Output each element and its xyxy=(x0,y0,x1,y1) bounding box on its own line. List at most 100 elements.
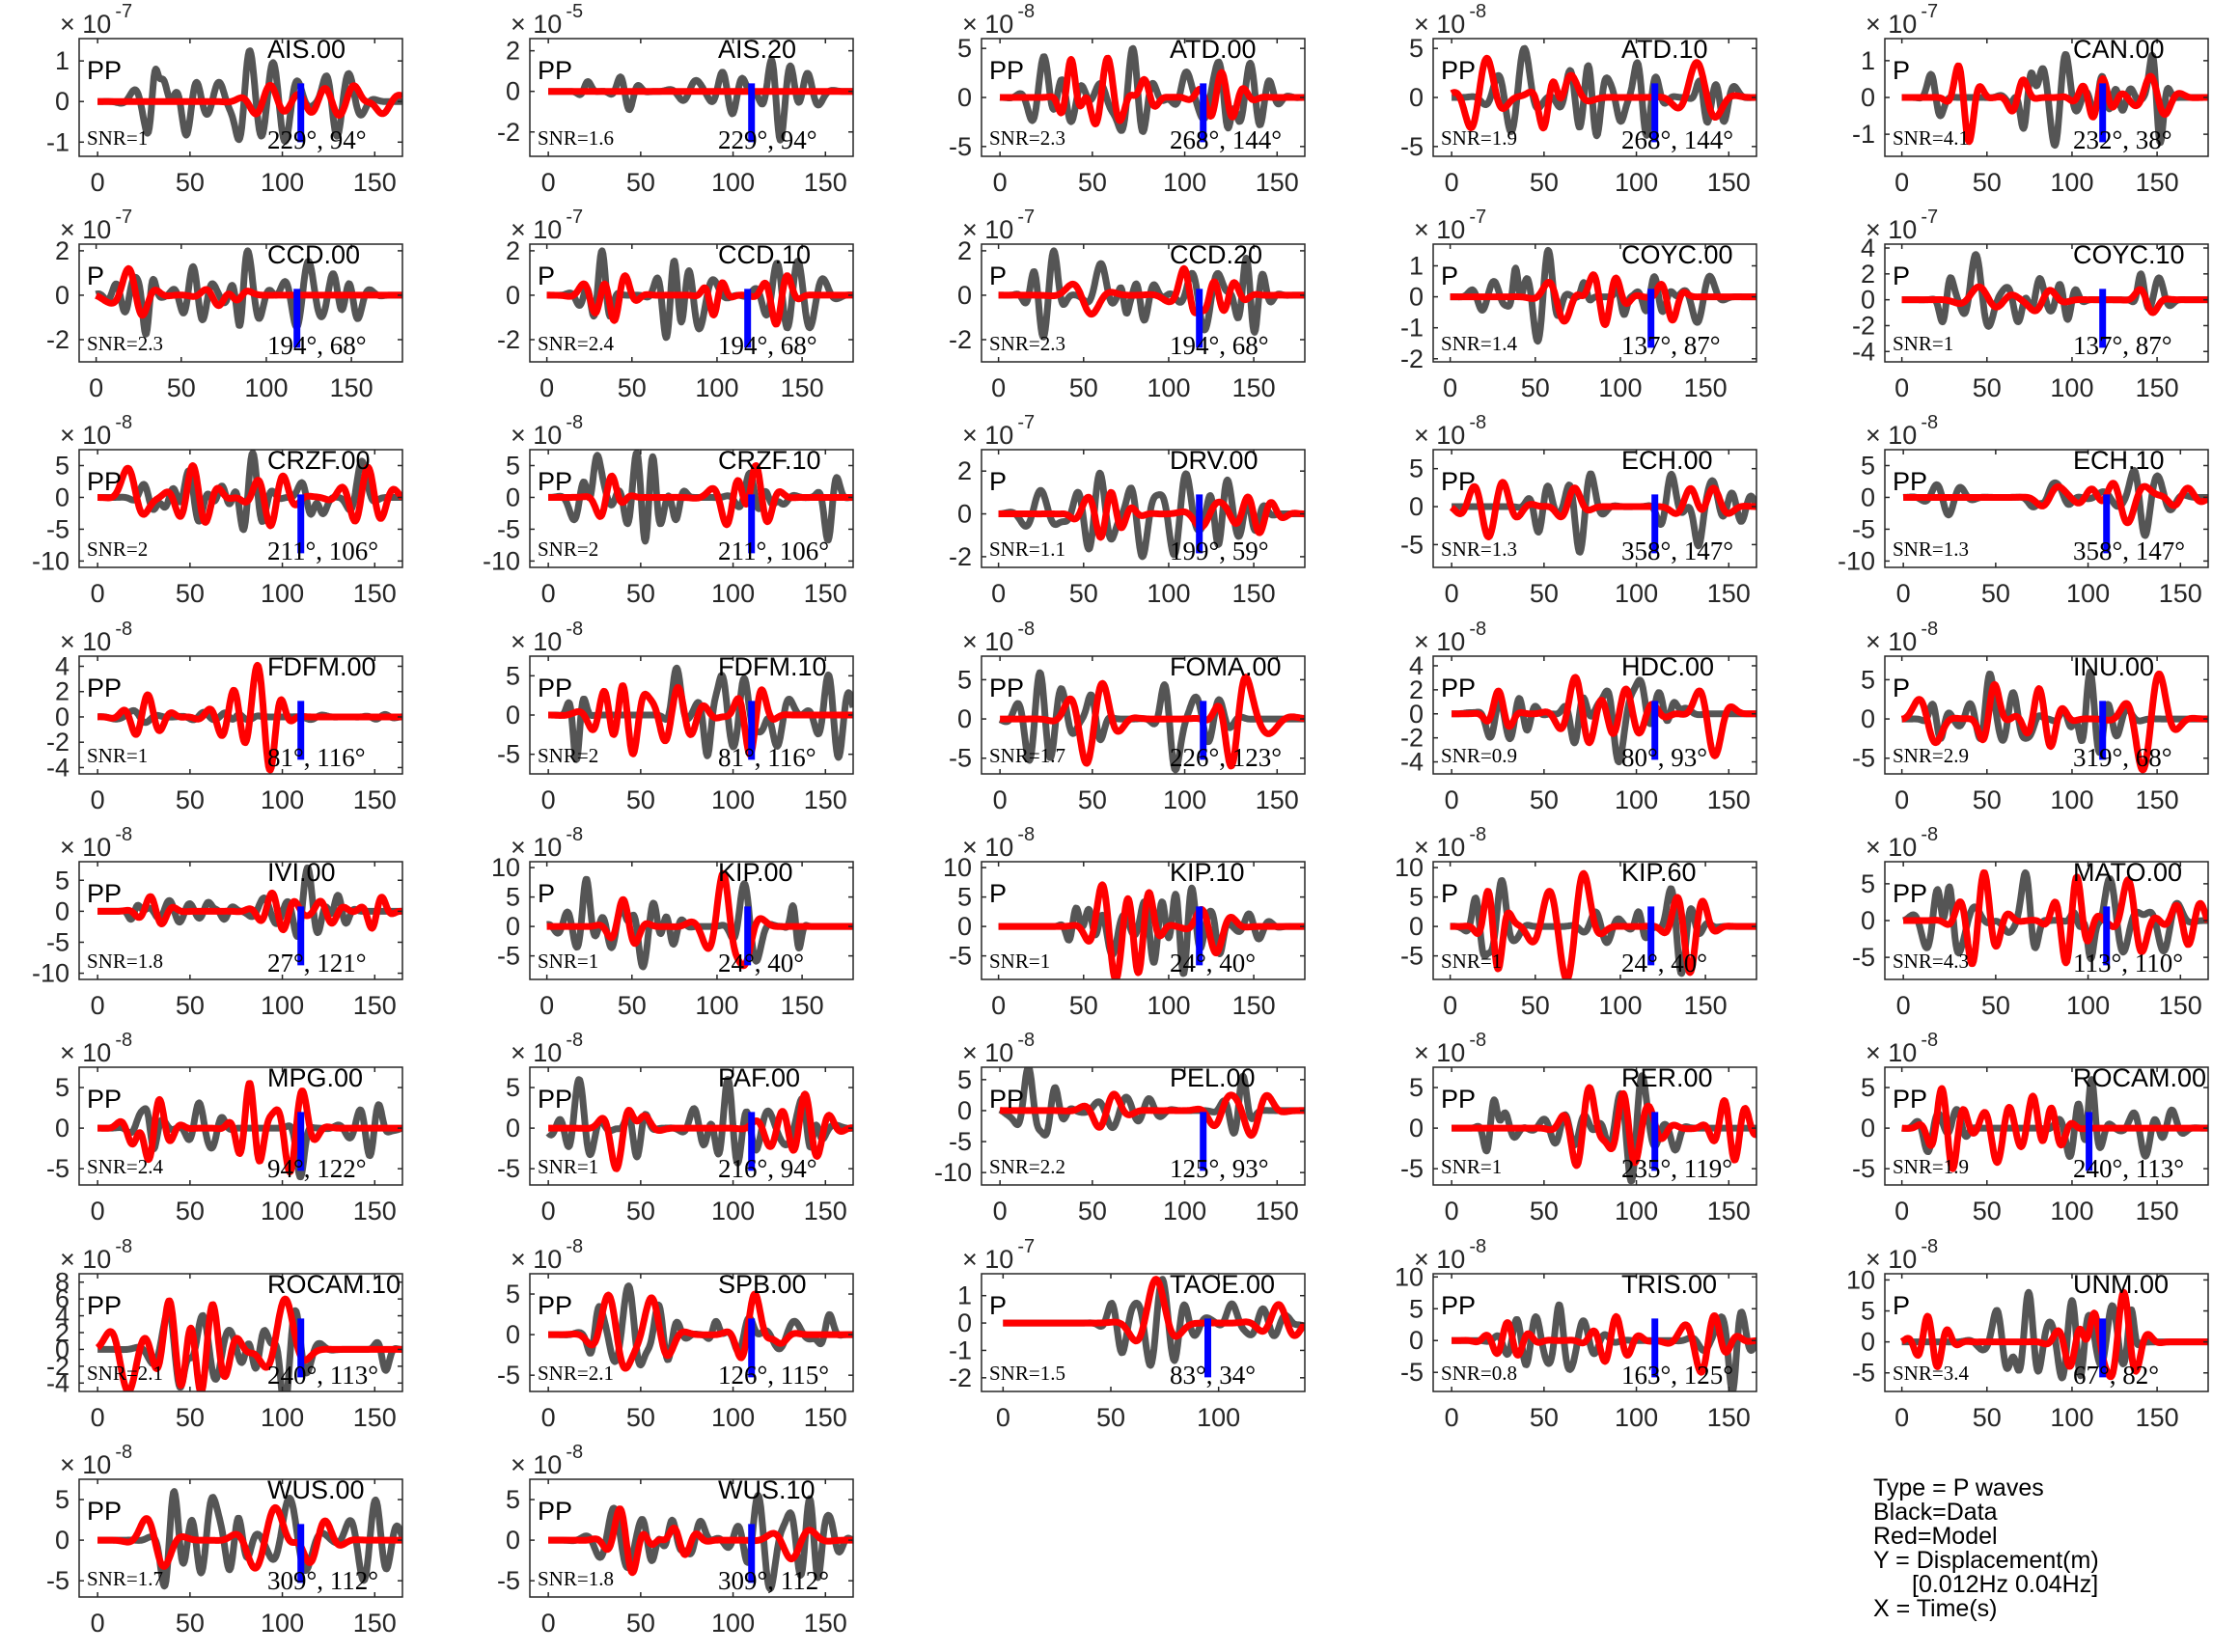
phase-label: PP xyxy=(1441,1085,1476,1114)
y-exponent-label: × 10 -8 xyxy=(1414,619,1486,656)
y-tick-label: -5 xyxy=(46,1566,69,1595)
azimuth-distance-label: 216°, 94° xyxy=(718,1154,817,1183)
snr-label: SNR=2 xyxy=(87,537,148,561)
station-label: TAOE.00 xyxy=(1170,1270,1275,1299)
x-tick-label: 150 xyxy=(2159,579,2202,608)
x-tick-label: 150 xyxy=(1256,785,1299,814)
x-tick-label: 50 xyxy=(1973,785,2002,814)
azimuth-distance-label: 226°, 123° xyxy=(1170,743,1282,772)
axes-box xyxy=(981,861,1306,980)
data-trace xyxy=(1900,868,2208,963)
station-label: CRZF.00 xyxy=(267,446,371,475)
phase-label: P xyxy=(989,879,1007,908)
model-trace xyxy=(1449,1312,1756,1376)
x-tick-label: 50 xyxy=(626,579,655,608)
y-tick-label: 4 xyxy=(1409,651,1424,680)
phase-label: PP xyxy=(1441,467,1476,496)
x-tick-label: 50 xyxy=(1078,785,1107,814)
azimuth-distance-label: 94°, 122° xyxy=(267,1154,367,1183)
snr-label: SNR=1.1 xyxy=(989,537,1065,561)
x-tick-label: 0 xyxy=(1894,1197,1909,1225)
y-tick-label: 0 xyxy=(1861,704,1875,733)
x-tick-label: 50 xyxy=(1069,991,1098,1020)
x-tick-label: 100 xyxy=(261,168,304,197)
x-tick-label: 150 xyxy=(804,579,847,608)
axes-box xyxy=(78,449,403,568)
x-tick-label: 100 xyxy=(2066,991,2110,1020)
data-trace xyxy=(1900,467,2208,539)
axes-box xyxy=(1432,1273,1757,1392)
snr-label: SNR=1 xyxy=(1441,1155,1502,1178)
y-tick-label: -10 xyxy=(1838,546,1875,575)
x-tick-label: 100 xyxy=(695,991,738,1020)
phase-label: PP xyxy=(1441,56,1476,85)
azimuth-distance-label: 126°, 115° xyxy=(718,1361,829,1390)
y-exponent-label: × 10 -8 xyxy=(1866,412,1938,450)
azimuth-distance-label: 309°, 112° xyxy=(718,1566,829,1595)
y-tick-label: 5 xyxy=(1409,454,1424,483)
x-tick-label: 100 xyxy=(261,1609,304,1638)
y-exponent-label: × 10 -8 xyxy=(60,1442,132,1479)
x-tick-label: 150 xyxy=(804,168,847,197)
y-tick-label: 0 xyxy=(1861,482,1875,511)
x-tick-label: 150 xyxy=(2159,991,2202,1020)
snr-label: SNR=2.4 xyxy=(538,332,614,355)
azimuth-distance-label: 81°, 116° xyxy=(718,743,816,772)
x-tick-label: 50 xyxy=(618,373,647,402)
legend-y-axis: Y = Displacement(m) xyxy=(1873,1547,2099,1574)
phase-label: PP xyxy=(989,56,1024,85)
snr-label: SNR=1 xyxy=(989,950,1050,973)
x-tick-label: 100 xyxy=(1598,373,1642,402)
y-tick-label: -2 xyxy=(46,728,69,757)
azimuth-distance-label: 235°, 119° xyxy=(1621,1154,1732,1183)
azimuth-distance-label: 137°, 87° xyxy=(2073,331,2172,360)
data-trace xyxy=(996,247,1305,341)
x-tick-label: 100 xyxy=(261,1197,304,1225)
subplot-ccd-00: -2 0 2 0 50 100 150 × 10 -7 P CCD.00 SNR=2.3 194°, 6… xyxy=(46,206,403,402)
station-label: ROCAM.00 xyxy=(2073,1063,2206,1092)
x-tick-label: 150 xyxy=(1684,991,1728,1020)
x-tick-label: 0 xyxy=(541,1609,556,1638)
x-tick-label: 0 xyxy=(539,991,554,1020)
x-tick-label: 100 xyxy=(2050,785,2093,814)
axes-box xyxy=(1884,449,2209,568)
azimuth-distance-label: 83°, 34° xyxy=(1170,1361,1256,1390)
station-label: AIS.00 xyxy=(267,35,346,64)
y-exponent-label: × 10 -8 xyxy=(1414,1,1486,39)
station-label: CCD.00 xyxy=(267,240,360,269)
y-tick-label: -10 xyxy=(32,546,69,575)
azimuth-distance-label: 194°, 68° xyxy=(1170,331,1269,360)
axes-box xyxy=(1432,1066,1757,1186)
station-label: ATD.00 xyxy=(1170,35,1257,64)
station-label: INU.00 xyxy=(2073,652,2154,681)
snr-label: SNR=0.9 xyxy=(1441,744,1517,767)
legend-type: Type = P waves xyxy=(1873,1474,2044,1501)
azimuth-distance-label: 199°, 59° xyxy=(1170,537,1269,565)
phase-label: PP xyxy=(87,1497,122,1526)
y-tick-label: 0 xyxy=(506,701,520,730)
y-tick-label: 5 xyxy=(957,665,972,694)
y-tick-label: -5 xyxy=(497,942,520,971)
x-tick-label: 150 xyxy=(804,785,847,814)
y-tick-label: 5 xyxy=(1409,883,1424,912)
station-label: WUS.00 xyxy=(267,1475,365,1504)
y-tick-label: -10 xyxy=(483,546,520,575)
y-tick-label: 5 xyxy=(1409,34,1424,63)
y-tick-label: 0 xyxy=(957,912,972,941)
x-tick-label: 150 xyxy=(1707,579,1751,608)
azimuth-distance-label: 211°, 106° xyxy=(718,537,829,565)
axes-box xyxy=(981,655,1306,775)
model-trace xyxy=(1449,54,1756,132)
x-tick-label: 50 xyxy=(1078,1197,1107,1225)
y-tick-label: 0 xyxy=(1409,492,1424,521)
x-tick-label: 150 xyxy=(1256,1197,1299,1225)
x-tick-label: 100 xyxy=(2050,168,2093,197)
x-tick-label: 0 xyxy=(539,373,554,402)
x-tick-label: 150 xyxy=(804,1609,847,1638)
x-tick-label: 100 xyxy=(2050,1197,2093,1225)
snr-label: SNR=2.1 xyxy=(87,1362,163,1385)
